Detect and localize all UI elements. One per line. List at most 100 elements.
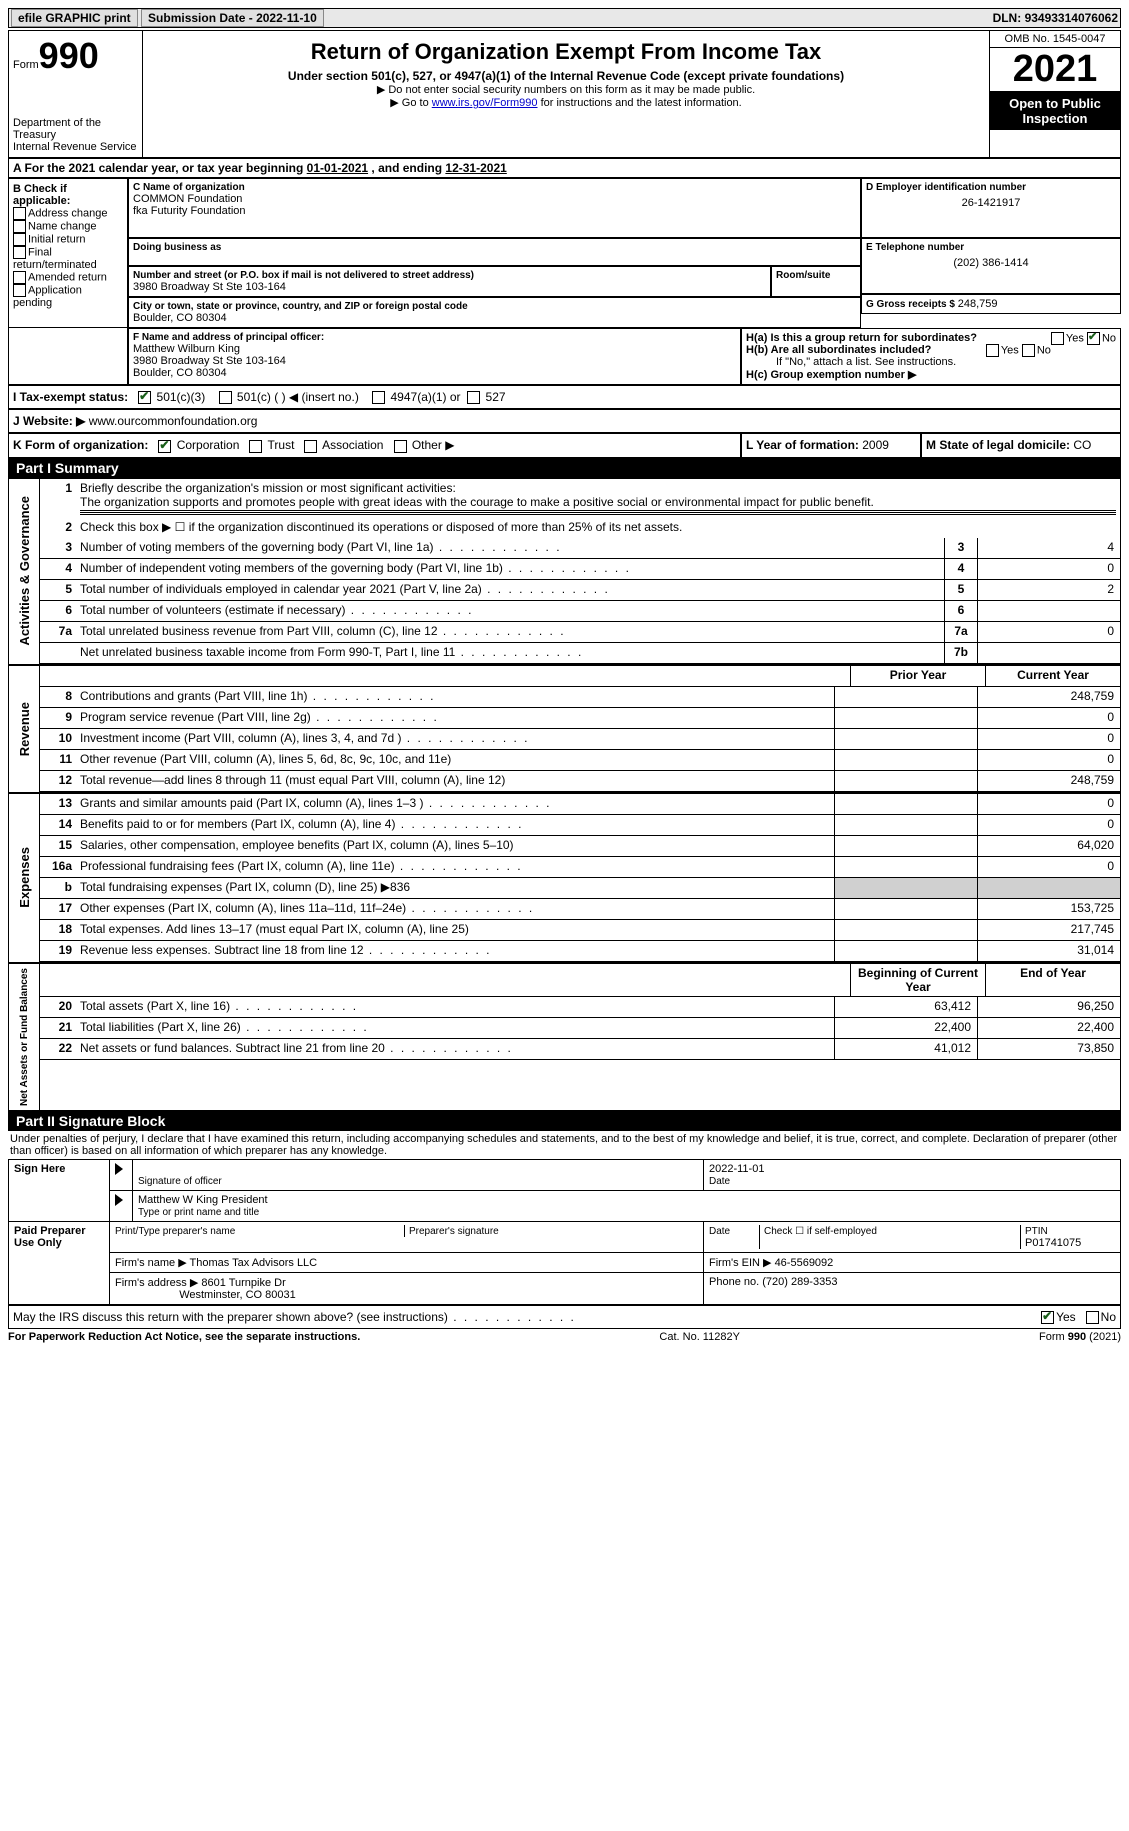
- dept-irs: Internal Revenue Service: [13, 141, 138, 153]
- cb-address-change[interactable]: [13, 207, 26, 220]
- v7a: 0: [977, 622, 1120, 642]
- cb-other[interactable]: [394, 440, 407, 453]
- form-word: Form: [13, 59, 39, 71]
- submission-date: Submission Date - 2022-11-10: [141, 9, 324, 27]
- c9: 0: [977, 708, 1120, 728]
- cb-initial-return[interactable]: [13, 233, 26, 246]
- note-ssn: ▶ Do not enter social security numbers o…: [147, 83, 985, 96]
- p21: 22,400: [834, 1018, 977, 1038]
- irs-link[interactable]: www.irs.gov/Form990: [432, 97, 538, 109]
- v7b: [977, 643, 1120, 663]
- cb-corporation[interactable]: [158, 440, 171, 453]
- header-right: OMB No. 1545-0047 2021 Open to Public In…: [989, 30, 1121, 158]
- ha-no[interactable]: [1087, 332, 1100, 345]
- c15: 64,020: [977, 836, 1120, 856]
- v4: 0: [977, 559, 1120, 579]
- page-footer: For Paperwork Reduction Act Notice, see …: [8, 1331, 1121, 1343]
- omb-number: OMB No. 1545-0047: [990, 31, 1120, 48]
- officer-name: Matthew Wilburn King: [133, 343, 736, 355]
- v3: 4: [977, 538, 1120, 558]
- form-number: 990: [39, 35, 99, 76]
- header-center: Return of Organization Exempt From Incom…: [143, 30, 989, 158]
- v5: 2: [977, 580, 1120, 600]
- note-link: ▶ Go to www.irs.gov/Form990 for instruct…: [147, 96, 985, 109]
- c8: 248,759: [977, 687, 1120, 707]
- discuss-no[interactable]: [1086, 1311, 1099, 1324]
- firm-addr1: 8601 Turnpike Dr: [201, 1277, 285, 1289]
- dept-treasury: Department of the Treasury: [13, 117, 138, 141]
- cb-527[interactable]: [467, 391, 480, 404]
- discuss-yes[interactable]: [1041, 1311, 1054, 1324]
- table-expenses: Expenses 13Grants and similar amounts pa…: [8, 793, 1121, 963]
- part-1-header: Part I Summary: [8, 458, 1121, 478]
- dln: DLN: 93493314076062: [993, 11, 1118, 25]
- c18: 217,745: [977, 920, 1120, 940]
- firm-name: Thomas Tax Advisors LLC: [190, 1257, 318, 1269]
- officer-printed-name: Matthew W King President: [138, 1194, 268, 1206]
- c12: 248,759: [977, 771, 1120, 791]
- form-title: Return of Organization Exempt From Incom…: [147, 39, 985, 65]
- arrow-icon: [115, 1194, 123, 1206]
- part-2-header: Part II Signature Block: [8, 1111, 1121, 1131]
- website: www.ourcommonfoundation.org: [89, 414, 258, 428]
- cb-name-change[interactable]: [13, 220, 26, 233]
- row-a-tax-year: A For the 2021 calendar year, or tax yea…: [8, 158, 1121, 178]
- form-header: Form990 Department of the Treasury Inter…: [8, 30, 1121, 158]
- top-bar: efile GRAPHIC print Submission Date - 20…: [8, 8, 1121, 28]
- officer-addr1: 3980 Broadway St Ste 103-164: [133, 355, 736, 367]
- paid-preparer-label: Paid Preparer Use Only: [9, 1221, 110, 1304]
- cb-501c3[interactable]: [138, 391, 151, 404]
- paperwork-notice: For Paperwork Reduction Act Notice, see …: [8, 1331, 360, 1343]
- c19: 31,014: [977, 941, 1120, 961]
- discuss-row: May the IRS discuss this return with the…: [8, 1305, 1121, 1329]
- arrow-icon: [115, 1163, 123, 1175]
- efile-print-label[interactable]: efile GRAPHIC print: [11, 9, 138, 27]
- firm-ein: 46-5569092: [775, 1257, 834, 1269]
- cb-trust[interactable]: [249, 440, 262, 453]
- hb-no[interactable]: [1022, 344, 1035, 357]
- side-gov: Activities & Governance: [15, 492, 34, 650]
- row-k-l-m: K Form of organization: Corporation Trus…: [8, 433, 1121, 457]
- catalog-number: Cat. No. 11282Y: [659, 1331, 740, 1343]
- p20: 63,412: [834, 997, 977, 1017]
- cb-501c-other[interactable]: [219, 391, 232, 404]
- org-name: COMMON Foundation: [133, 193, 856, 205]
- hb-yes[interactable]: [986, 344, 999, 357]
- side-exp: Expenses: [15, 843, 34, 912]
- cb-application-pending[interactable]: [13, 284, 26, 297]
- mission-text: The organization supports and promotes p…: [80, 495, 874, 509]
- tax-year: 2021: [990, 48, 1120, 92]
- row-i-tax-status: I Tax-exempt status: 501(c)(3) 501(c) ( …: [8, 385, 1121, 409]
- cb-amended-return[interactable]: [13, 271, 26, 284]
- gross-receipts: 248,759: [958, 298, 998, 310]
- c20: 96,250: [977, 997, 1120, 1017]
- sig-date: 2022-11-01: [709, 1163, 764, 1175]
- org-name-fka: fka Futurity Foundation: [133, 205, 856, 217]
- state-domicile: CO: [1073, 438, 1091, 452]
- section-b-to-g: B Check if applicable: Address change Na…: [8, 178, 1121, 328]
- cb-4947[interactable]: [372, 391, 385, 404]
- ha-yes[interactable]: [1051, 332, 1064, 345]
- cb-final-return[interactable]: [13, 246, 26, 259]
- table-net-assets: Net Assets or Fund Balances Beginning of…: [8, 963, 1121, 1111]
- c17: 153,725: [977, 899, 1120, 919]
- table-revenue: Revenue Prior YearCurrent Year 8Contribu…: [8, 665, 1121, 793]
- v6: [977, 601, 1120, 621]
- c13: 0: [977, 794, 1120, 814]
- perjury-text: Under penalties of perjury, I declare th…: [8, 1131, 1121, 1159]
- side-rev: Revenue: [15, 698, 34, 760]
- c10: 0: [977, 729, 1120, 749]
- c16a: 0: [977, 857, 1120, 877]
- firm-addr2: Westminster, CO 80031: [179, 1289, 296, 1301]
- org-city: Boulder, CO 80304: [133, 312, 856, 324]
- row-f-h: F Name and address of principal officer:…: [8, 328, 1121, 385]
- table-activities-governance: Activities & Governance 1 Briefly descri…: [8, 478, 1121, 665]
- c14: 0: [977, 815, 1120, 835]
- header-left: Form990 Department of the Treasury Inter…: [8, 30, 143, 158]
- year-formation: 2009: [862, 438, 889, 452]
- p22: 41,012: [834, 1039, 977, 1059]
- c21: 22,400: [977, 1018, 1120, 1038]
- side-net: Net Assets or Fund Balances: [17, 964, 32, 1110]
- cb-association[interactable]: [304, 440, 317, 453]
- form-subtitle: Under section 501(c), 527, or 4947(a)(1)…: [147, 69, 985, 83]
